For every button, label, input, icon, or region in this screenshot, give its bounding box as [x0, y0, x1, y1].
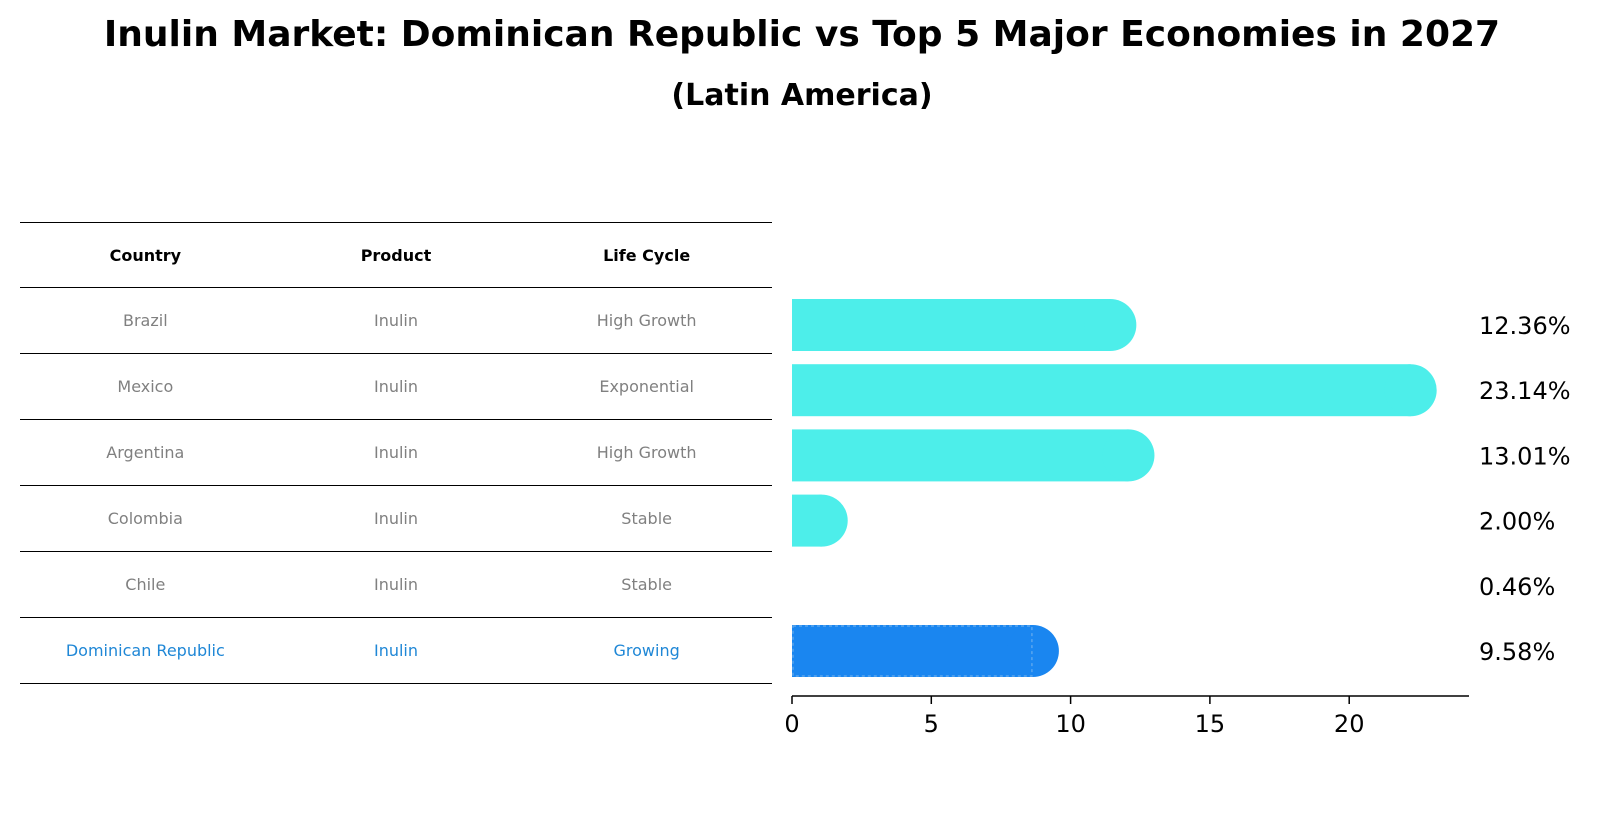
- bar-cap: [1384, 364, 1437, 417]
- bar-cap: [1006, 625, 1059, 677]
- x-tick-label: 15: [1195, 710, 1226, 738]
- cell-country: Colombia: [107, 509, 183, 528]
- cell-product: Inulin: [373, 443, 418, 462]
- bar-colombia: [792, 494, 848, 547]
- x-tick-label: 20: [1334, 710, 1365, 738]
- bar-highlight-outline: [792, 625, 1033, 677]
- cell-product: Inulin: [373, 377, 418, 396]
- cell-life-cycle: High Growth: [596, 311, 697, 330]
- value-label: 2.00%: [1479, 508, 1555, 536]
- header-life-cycle: Life Cycle: [603, 245, 691, 265]
- bar-argentina: [792, 429, 1155, 482]
- value-label: 12.36%: [1479, 312, 1571, 340]
- bar-body: [792, 364, 1411, 417]
- cell-life-cycle: Stable: [621, 509, 672, 528]
- bar-body: [792, 429, 1129, 482]
- cell-product: Inulin: [373, 575, 418, 594]
- bar-cap: [1084, 299, 1137, 351]
- value-labels-group: 12.36% 23.14% 13.01% 2.00% 0.46% 9.58%: [1479, 312, 1571, 666]
- cell-product: Inulin: [373, 509, 418, 528]
- cell-product: Inulin: [373, 641, 418, 660]
- cell-country: Argentina: [106, 443, 185, 462]
- table-row: Chile Inulin Stable: [20, 552, 772, 618]
- value-label: 0.46%: [1479, 573, 1555, 601]
- value-label: 9.58%: [1479, 638, 1555, 666]
- table-row: Colombia Inulin Stable: [20, 486, 772, 552]
- value-label: 23.14%: [1479, 377, 1571, 405]
- cell-country: Chile: [125, 575, 166, 594]
- header-country: Country: [109, 245, 182, 265]
- table-row: Brazil Inulin High Growth: [20, 288, 772, 354]
- table-header-row: Country Product Life Cycle: [20, 222, 772, 288]
- table-row: Argentina Inulin High Growth: [20, 420, 772, 486]
- table-row-highlight: Dominican Republic Inulin Growing: [20, 618, 772, 684]
- bar-brazil: [792, 299, 1137, 351]
- x-axis: 0 5 10 15 20: [784, 695, 1469, 738]
- cell-country: Mexico: [117, 377, 174, 396]
- bar-mexico: [792, 364, 1437, 417]
- cell-life-cycle: Growing: [613, 641, 680, 660]
- value-label: 13.01%: [1479, 442, 1571, 470]
- bar-cap: [795, 494, 848, 547]
- cell-product: Inulin: [373, 311, 418, 330]
- cell-country: Dominican Republic: [65, 641, 225, 660]
- bar-cap: [1102, 429, 1155, 482]
- chart-subtitle: (Latin America): [671, 78, 933, 113]
- table-row: Mexico Inulin Exponential: [20, 354, 772, 420]
- header-product: Product: [360, 245, 432, 265]
- cell-country: Brazil: [123, 311, 168, 330]
- bars-group: [792, 299, 1437, 677]
- bar-body: [792, 299, 1111, 351]
- bar-body: [792, 625, 1033, 677]
- x-tick-label: 5: [924, 710, 939, 738]
- x-tick-label: 10: [1055, 710, 1086, 738]
- cell-life-cycle: Stable: [621, 575, 672, 594]
- country-table: Country Product Life Cycle Brazil Inulin…: [20, 222, 772, 684]
- chart-title: Inulin Market: Dominican Republic vs Top…: [103, 14, 1501, 55]
- cell-life-cycle: Exponential: [599, 377, 694, 396]
- cell-life-cycle: High Growth: [596, 443, 697, 462]
- x-tick-label: 0: [784, 710, 799, 738]
- bar-dominican-republic: [792, 625, 1059, 677]
